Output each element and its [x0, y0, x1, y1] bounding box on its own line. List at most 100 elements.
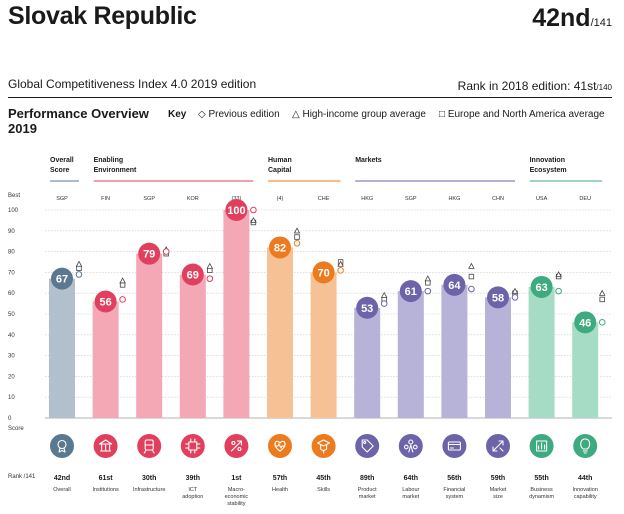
percent-icon	[230, 440, 242, 452]
pillar-name: Market	[490, 487, 507, 493]
score-bar	[179, 274, 206, 418]
score-value: 67	[56, 274, 68, 286]
performance-chart: Overall Score Enabling Environment Human Capi…	[8, 157, 612, 507]
y-tick-label: 30	[8, 354, 15, 360]
best-performer-label: DEU	[579, 196, 591, 202]
high-income-marker	[337, 260, 344, 267]
group-label: Human	[268, 157, 292, 164]
best-performer-label: (4)	[277, 196, 284, 202]
chart-icon	[536, 440, 548, 452]
key-europe: □ Europe and North America average	[439, 109, 605, 120]
score-bar	[528, 286, 555, 418]
pillar-name: Labour	[402, 487, 419, 493]
previous-edition-marker	[424, 287, 432, 295]
high-income-marker	[598, 289, 606, 296]
medal-icon	[57, 439, 67, 453]
pillar-name: system	[446, 494, 464, 500]
best-performer-label: CHN	[492, 196, 504, 202]
score-circle	[443, 273, 466, 296]
y-tick-label: 20	[8, 374, 15, 380]
pillar-rank: 44th	[578, 475, 592, 482]
score-value: 70	[317, 267, 329, 279]
score-value: 82	[274, 242, 286, 254]
performance-title-line1: Performance Overview	[8, 106, 149, 121]
score-circle	[530, 275, 553, 298]
pillar-name: adoption	[182, 494, 203, 500]
pillar-column: SGP 79 30th Infrastructure	[133, 196, 170, 493]
pillar-name: dynamism	[529, 494, 554, 500]
score-circle	[51, 267, 73, 290]
group-label: Enabling	[94, 157, 124, 164]
pillar-name: Skills	[317, 487, 330, 493]
score-circle	[399, 280, 422, 303]
y-tick-label: 50	[8, 312, 15, 318]
y-top-label: Best	[8, 193, 20, 199]
heart-icon	[274, 440, 286, 452]
high-income-marker	[511, 287, 519, 294]
graduation-icon	[317, 439, 331, 454]
score-bar	[572, 322, 599, 418]
score-circle	[312, 261, 335, 284]
pillar-name: capability	[574, 494, 597, 500]
score-circle	[574, 311, 597, 334]
pillar-icon-circle	[442, 434, 467, 458]
score-value: 46	[579, 317, 591, 329]
pillar-name: Financial	[443, 487, 465, 493]
best-performer-label: SGP	[143, 196, 155, 202]
country-title: Slovak Republic	[8, 2, 197, 30]
group-label: Score	[50, 167, 70, 174]
europe-average-marker	[599, 296, 605, 303]
y-tick-label: 100	[8, 208, 19, 214]
overall-rank: 42nd/141	[532, 4, 612, 33]
high-income-marker	[206, 262, 214, 269]
score-bar	[267, 247, 293, 418]
score-circle	[269, 236, 291, 259]
pillar-name: Product	[358, 487, 377, 493]
europe-average-marker	[294, 234, 300, 240]
score-bar	[92, 301, 119, 418]
pillar-column: CHE 70 45th Skills	[310, 196, 344, 493]
best-performer-label: SGP	[56, 196, 68, 202]
train-icon	[143, 439, 155, 454]
pillar-rank: 61st	[99, 475, 114, 482]
group-label: Markets	[355, 157, 382, 164]
previous-edition-marker	[162, 248, 170, 255]
score-circle	[356, 296, 379, 319]
key-high-income: △ High-income group average	[292, 109, 426, 120]
score-circle	[138, 242, 161, 265]
pillar-rank: 39th	[186, 475, 200, 482]
pillar-name: Overall	[53, 487, 70, 493]
triangle-icon: △	[292, 109, 300, 120]
previous-edition-marker	[511, 294, 519, 301]
pillar-rank: 30th	[142, 475, 156, 482]
pillar-name: Institutions	[92, 487, 119, 493]
pillar-name: economic	[225, 494, 249, 500]
y-tick-label: 80	[8, 250, 15, 256]
score-circle	[225, 199, 248, 221]
pillar-name: Infrastructure	[133, 487, 165, 493]
y-tick-label: 70	[8, 270, 15, 276]
score-circle	[487, 286, 509, 309]
score-bar	[485, 297, 511, 418]
tag-icon	[361, 439, 374, 453]
pillar-name: Innovation	[573, 487, 598, 493]
pillar-column: FIN 56 61st Institutions	[92, 196, 126, 493]
pillar-rank: 55th	[534, 475, 548, 482]
previous-edition-marker	[206, 275, 214, 282]
pillar-rank: 56th	[447, 475, 461, 482]
best-performer-label: CHE	[318, 196, 330, 202]
y-bottom-label: Score	[8, 426, 24, 432]
pillar-name: ICT	[188, 487, 198, 493]
score-value: 58	[492, 292, 504, 304]
best-performer-label: HKG	[448, 196, 460, 202]
pillar-name: stability	[227, 501, 246, 507]
score-value: 79	[143, 249, 155, 261]
pillar-name: market	[402, 494, 419, 500]
card-icon	[447, 441, 461, 451]
people-icon	[403, 439, 418, 453]
pillar-name: Macro-	[228, 487, 245, 493]
